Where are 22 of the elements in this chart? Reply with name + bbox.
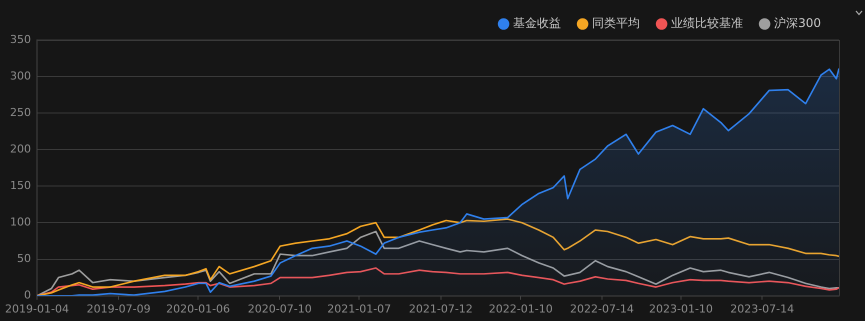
- y-tick-label: 200: [10, 142, 31, 156]
- x-tick-label: 2021-01-07: [327, 302, 392, 316]
- legend-label: 基金收益: [513, 16, 562, 30]
- y-tick-label: 300: [10, 69, 31, 82]
- y-tick-label: 100: [10, 216, 31, 229]
- y-tick-label: 0: [24, 288, 31, 302]
- x-tick-label: 2022-01-10: [488, 302, 553, 316]
- x-tick-label: 2023-07-14: [730, 302, 794, 316]
- y-tick-label: 250: [10, 106, 31, 119]
- x-tick-label: 2021-07-12: [408, 302, 473, 316]
- legend-label: 沪深300: [774, 16, 821, 30]
- x-tick-label: 2019-07-09: [86, 302, 151, 316]
- legend-label: 同类平均: [592, 16, 640, 30]
- x-tick-label: 2023-01-10: [649, 302, 713, 316]
- legend-label: 业绩比较基准: [671, 16, 744, 30]
- y-tick-label: 150: [10, 179, 31, 192]
- x-tick-label: 2022-07-14: [570, 302, 634, 316]
- y-tick-label: 50: [16, 252, 31, 266]
- x-tick-label: 2020-07-10: [248, 302, 312, 316]
- y-tick-label: 350: [10, 32, 31, 46]
- x-tick-label: 2020-01-06: [166, 302, 230, 316]
- x-tick-label: 2019-01-04: [5, 302, 69, 316]
